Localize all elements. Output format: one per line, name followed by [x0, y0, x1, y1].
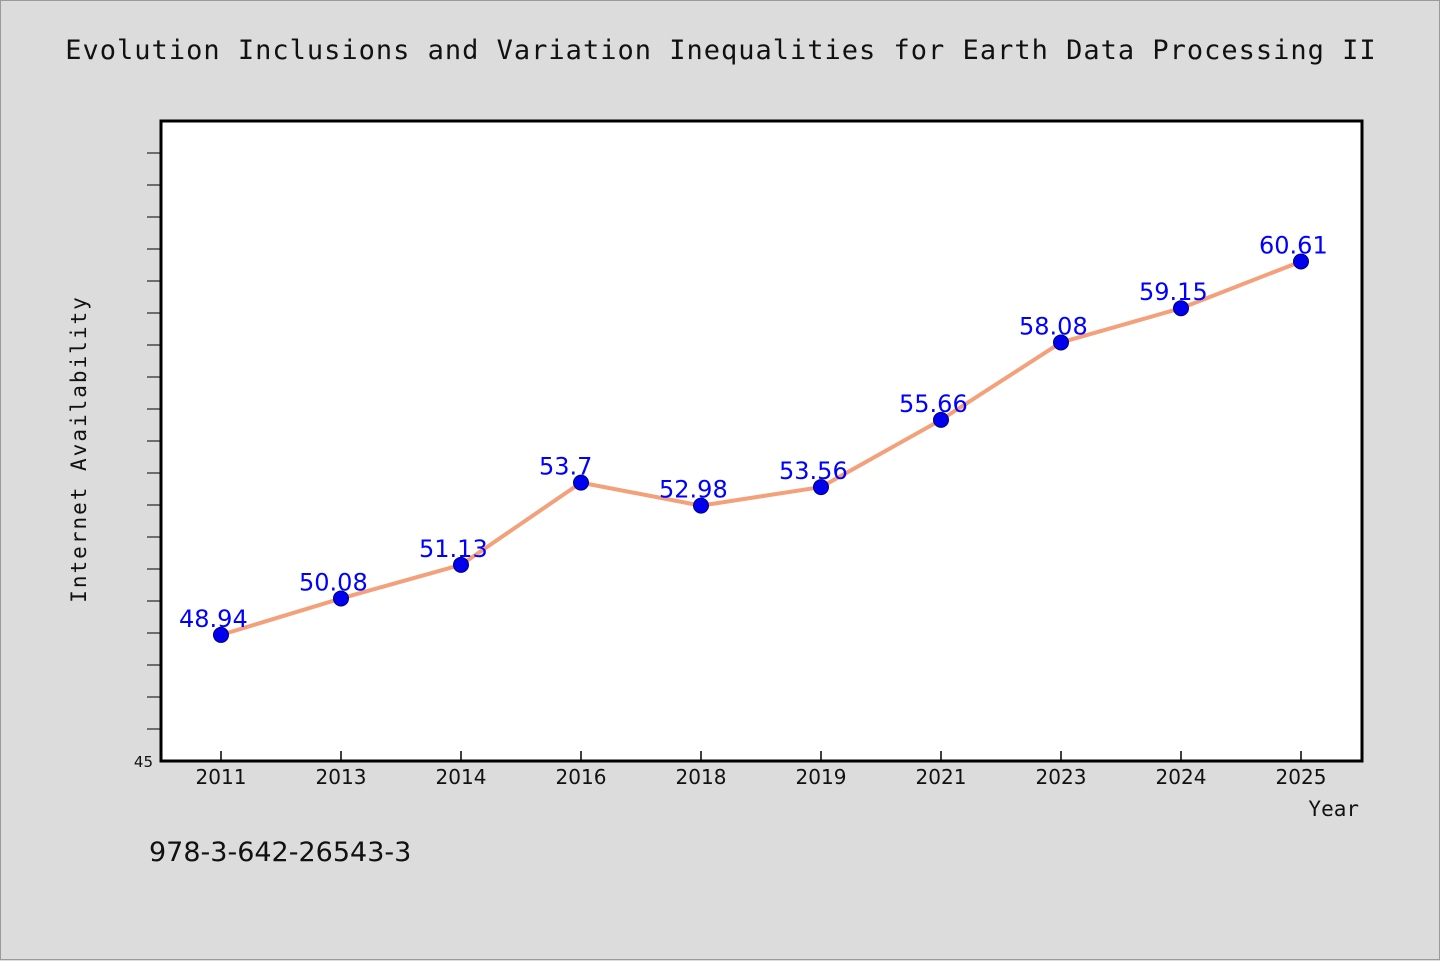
x-tick-label: 2021 — [916, 765, 967, 789]
y-tick-label: 45 — [134, 753, 153, 771]
series-line — [220, 259, 1302, 637]
data-point — [813, 479, 829, 496]
data-point — [1053, 334, 1069, 351]
x-tick-label: 2019 — [796, 765, 847, 789]
x-tick-label: 2016 — [556, 765, 607, 789]
x-tick-label: 2023 — [1036, 765, 1087, 789]
x-axis-label: Year — [1308, 797, 1359, 821]
data-label: 58.08 — [1019, 312, 1088, 340]
data-point — [933, 411, 949, 428]
data-label: 52.98 — [659, 476, 728, 504]
data-point — [1293, 253, 1309, 270]
data-point — [573, 474, 589, 491]
plot-frame — [159, 119, 1364, 763]
x-tick-label: 2013 — [316, 765, 367, 789]
x-tick-label: 2018 — [676, 765, 727, 789]
data-label: 53.7 — [539, 453, 592, 481]
data-label: 50.08 — [299, 568, 368, 596]
x-tick-label: 2011 — [196, 765, 247, 789]
data-point — [1173, 300, 1189, 317]
x-tick-label: 2025 — [1276, 765, 1327, 789]
data-label: 60.61 — [1259, 231, 1328, 259]
isbn-label: 978-3-642-26543-3 — [149, 837, 412, 868]
x-tick-label: 2014 — [436, 765, 487, 789]
data-label: 48.94 — [179, 605, 248, 633]
x-tick-label: 2024 — [1156, 765, 1207, 789]
data-label: 59.15 — [1139, 278, 1208, 306]
data-label: 53.56 — [779, 457, 848, 485]
data-label: 51.13 — [419, 535, 488, 563]
data-point — [333, 590, 349, 607]
data-point — [693, 497, 709, 514]
data-point — [453, 556, 469, 573]
data-label: 55.66 — [899, 390, 968, 418]
data-point — [213, 626, 229, 643]
chart-title: Evolution Inclusions and Variation Inequ… — [65, 35, 1377, 66]
